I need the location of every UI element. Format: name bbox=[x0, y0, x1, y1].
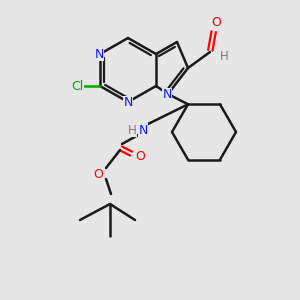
Text: Cl: Cl bbox=[71, 80, 83, 92]
Text: O: O bbox=[135, 149, 145, 163]
Text: N: N bbox=[162, 88, 172, 101]
Text: O: O bbox=[93, 169, 103, 182]
Text: N: N bbox=[138, 124, 148, 136]
Text: N: N bbox=[94, 47, 104, 61]
Text: O: O bbox=[211, 16, 221, 28]
Text: H: H bbox=[128, 124, 136, 136]
Text: H: H bbox=[220, 50, 228, 62]
Text: N: N bbox=[123, 97, 133, 110]
